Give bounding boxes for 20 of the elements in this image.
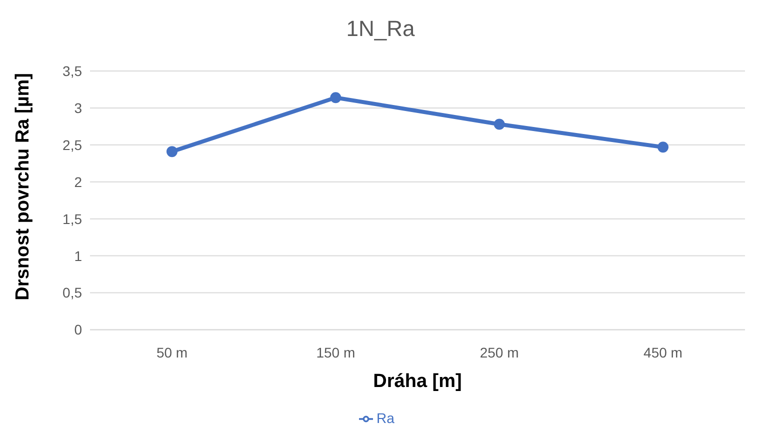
point	[494, 118, 505, 130]
point	[330, 92, 342, 104]
point	[166, 146, 178, 158]
y-tick-label: 2,5	[62, 136, 82, 153]
y-axis-title: Drsnost povrchu Ra [µm]	[12, 72, 34, 300]
x-tick-label: 450 m	[644, 344, 682, 361]
y-tick-label: 1	[74, 248, 82, 264]
y-tick-label: 0,5	[62, 284, 82, 301]
point	[658, 142, 668, 153]
y-tick-label: 3	[74, 100, 82, 116]
legend-label: Ra	[376, 410, 394, 426]
x-tick-label: 50 m	[156, 344, 188, 361]
y-tick-label: 0	[74, 322, 82, 338]
y-tick-label: 1,5	[62, 210, 82, 227]
y-tick-label: 3,5	[62, 62, 82, 79]
y-tick-label: 2	[74, 174, 82, 190]
x-axis-title: Dráha [m]	[373, 371, 462, 392]
chart-title: 1N_Ra	[345, 16, 416, 42]
x-tick-label: 150 m	[316, 344, 356, 361]
x-tick-label: 250 m	[480, 344, 519, 361]
